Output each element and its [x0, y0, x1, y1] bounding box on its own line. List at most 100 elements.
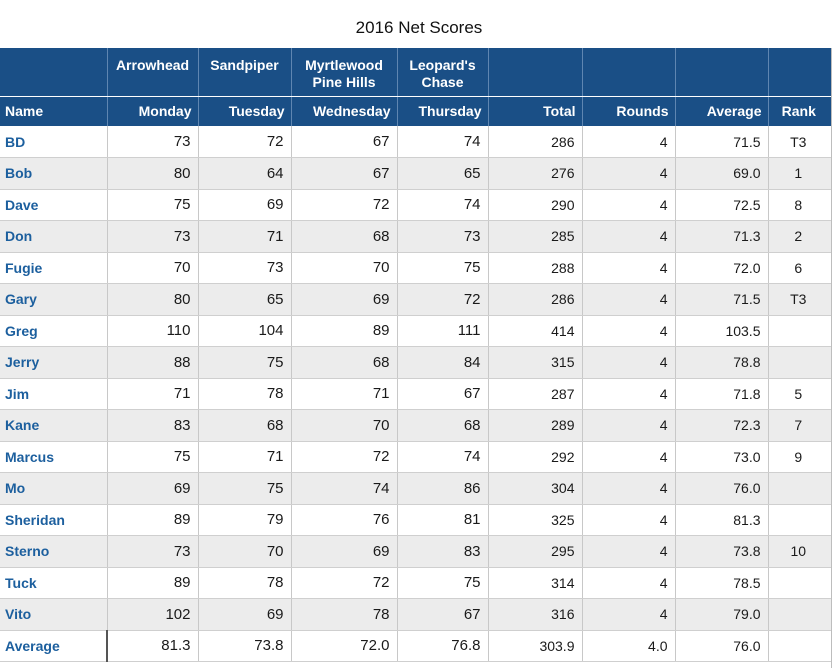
player-name-cell: Jim [0, 378, 107, 410]
tuesday-score-cell: 65 [197, 283, 291, 316]
tuesday-score-cell: 79 [197, 504, 291, 536]
tuesday-score-cell: 78 [197, 378, 291, 410]
player-name-cell: Sterno [0, 535, 107, 568]
tuesday-score-cell: 71 [197, 441, 291, 473]
rounds-count-cell: 4 [581, 126, 675, 158]
rounds-count-cell: 4 [581, 441, 675, 473]
wednesday-score-cell: 69 [290, 283, 397, 316]
tuesday-score-cell: 72 [197, 126, 291, 158]
thursday-score-cell: 76.8 [396, 629, 488, 662]
thursday-score-cell: 74 [396, 189, 488, 221]
thursday-score-cell: 83 [396, 535, 488, 568]
page-title: 2016 Net Scores [355, 18, 483, 37]
rounds-count-cell: 4 [581, 252, 675, 284]
monday-score-cell: 89 [106, 504, 198, 536]
thursday-score-cell: 74 [396, 441, 488, 473]
rounds-count-cell: 4 [581, 598, 675, 631]
average-score-cell: 78.5 [674, 567, 768, 599]
monday-score-cell: 73 [106, 126, 198, 158]
total-score-cell: 286 [487, 283, 582, 316]
monday-score-cell: 89 [106, 567, 198, 599]
monday-score-cell: 80 [106, 283, 198, 316]
tuesday-score-cell: 64 [197, 157, 291, 190]
total-score-cell: 316 [487, 598, 582, 631]
column-header-thursday: Thursday [396, 96, 488, 126]
tuesday-score-cell: 73 [197, 252, 291, 284]
thursday-score-cell: 73 [396, 220, 488, 253]
monday-score-cell: 110 [106, 315, 198, 347]
wednesday-score-cell: 74 [290, 472, 397, 505]
course-header-arrowhead: Arrowhead [106, 48, 198, 97]
course-header-blank [0, 48, 107, 97]
tuesday-score-cell: 73.8 [197, 629, 291, 662]
thursday-score-cell: 74 [396, 126, 488, 158]
total-score-cell: 304 [487, 472, 582, 505]
monday-score-cell: 80 [106, 157, 198, 190]
player-name-cell: Vito [0, 598, 107, 631]
course-header-blank [767, 48, 831, 97]
table-row: Sterno 73 70 69 83 295 4 73.8 10 [0, 535, 831, 568]
column-header-monday: Monday [106, 96, 198, 126]
rank-value-cell: 7 [767, 409, 831, 442]
thursday-score-cell: 84 [396, 346, 488, 379]
table-row: Tuck 89 78 72 75 314 4 78.5 [0, 567, 831, 599]
thursday-score-cell: 67 [396, 598, 488, 631]
tuesday-score-cell: 68 [197, 409, 291, 442]
monday-score-cell: 69 [106, 472, 198, 505]
monday-score-cell: 71 [106, 378, 198, 410]
monday-score-cell: 73 [106, 220, 198, 253]
rank-value-cell [767, 346, 831, 379]
rounds-count-cell: 4 [581, 472, 675, 505]
wednesday-score-cell: 72 [290, 189, 397, 221]
rank-value-cell: T3 [767, 283, 831, 316]
player-name-cell: Jerry [0, 346, 107, 379]
thursday-score-cell: 67 [396, 378, 488, 410]
rounds-count-cell: 4 [581, 567, 675, 599]
total-score-cell: 292 [487, 441, 582, 473]
thursday-score-cell: 86 [396, 472, 488, 505]
average-score-cell: 73.0 [674, 441, 768, 473]
total-score-cell: 290 [487, 189, 582, 221]
wednesday-score-cell: 69 [290, 535, 397, 568]
column-header-rounds: Rounds [581, 96, 675, 126]
rank-value-cell: 6 [767, 252, 831, 284]
course-header-blank [487, 48, 582, 97]
tuesday-score-cell: 69 [197, 189, 291, 221]
average-score-cell: 71.5 [674, 283, 768, 316]
table-row: Jim 71 78 71 67 287 4 71.8 5 [0, 378, 831, 410]
average-score-cell: 79.0 [674, 598, 768, 631]
table-row: Mo 69 75 74 86 304 4 76.0 [0, 472, 831, 505]
total-score-cell: 314 [487, 567, 582, 599]
column-header-row: Name Monday Tuesday Wednesday Thursday T… [0, 96, 831, 126]
wednesday-score-cell: 72 [290, 567, 397, 599]
rank-value-cell [767, 315, 831, 347]
rounds-count-cell: 4 [581, 189, 675, 221]
wednesday-score-cell: 72 [290, 441, 397, 473]
table-row: Gary 80 65 69 72 286 4 71.5 T3 [0, 283, 831, 316]
thursday-score-cell: 75 [396, 567, 488, 599]
tuesday-score-cell: 71 [197, 220, 291, 253]
thursday-score-cell: 111 [396, 315, 488, 347]
monday-score-cell: 75 [106, 189, 198, 221]
table-row: Sheridan 89 79 76 81 325 4 81.3 [0, 504, 831, 536]
total-score-cell: 414 [487, 315, 582, 347]
wednesday-score-cell: 71 [290, 378, 397, 410]
player-name-cell: Don [0, 220, 107, 253]
thursday-score-cell: 65 [396, 157, 488, 190]
tuesday-score-cell: 75 [197, 346, 291, 379]
monday-score-cell: 81.3 [106, 629, 198, 662]
average-score-cell: 103.5 [674, 315, 768, 347]
thursday-score-cell: 81 [396, 504, 488, 536]
player-name-cell: Tuck [0, 567, 107, 599]
average-score-cell: 72.5 [674, 189, 768, 221]
course-header-row: Arrowhead Sandpiper Myrtlewood Pine Hills… [0, 48, 831, 97]
tuesday-score-cell: 78 [197, 567, 291, 599]
rounds-count-cell: 4 [581, 535, 675, 568]
table-row: Fugie 70 73 70 75 288 4 72.0 6 [0, 252, 831, 284]
total-score-cell: 276 [487, 157, 582, 190]
rank-value-cell: 8 [767, 189, 831, 221]
course-header-blank [674, 48, 768, 97]
rank-value-cell [767, 567, 831, 599]
wednesday-score-cell: 67 [290, 126, 397, 158]
total-score-cell: 285 [487, 220, 582, 253]
